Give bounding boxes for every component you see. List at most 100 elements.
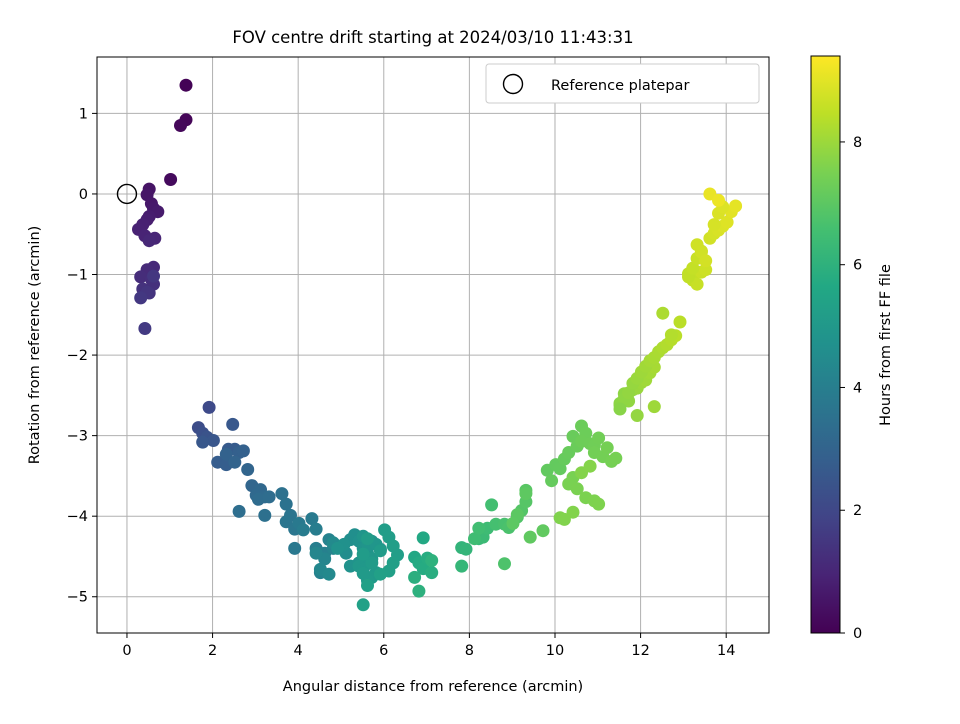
data-point <box>613 402 627 416</box>
data-point <box>279 497 293 511</box>
colorbar-ticks: 0 2 4 6 8 <box>840 135 862 642</box>
y-tick-label: −5 <box>67 590 88 606</box>
data-point <box>262 490 276 504</box>
data-point <box>699 254 713 268</box>
data-point <box>630 409 644 422</box>
data-point <box>425 566 439 580</box>
data-point <box>179 78 193 92</box>
data-point <box>279 515 293 529</box>
data-point <box>232 504 246 518</box>
data-point <box>206 434 220 447</box>
data-point <box>134 291 148 305</box>
colorbar-tick-label: 4 <box>853 380 862 396</box>
data-point <box>609 451 623 465</box>
y-tick-label: −4 <box>67 509 88 525</box>
data-point <box>425 554 439 567</box>
data-point <box>226 417 240 431</box>
data-point <box>519 487 533 501</box>
data-point <box>373 567 387 581</box>
data-point <box>583 459 597 473</box>
legend-marker <box>502 73 524 95</box>
data-point <box>656 306 670 320</box>
data-point <box>416 531 430 545</box>
colorbar-label: Hours from first FF file <box>878 264 894 426</box>
data-point <box>296 523 310 537</box>
plot-frame <box>96 56 770 634</box>
data-point <box>553 462 567 476</box>
data-point <box>228 455 242 469</box>
data-point <box>174 119 187 132</box>
data-point <box>361 579 374 592</box>
scatter-points <box>132 78 743 612</box>
data-point <box>138 322 152 335</box>
grid <box>97 57 769 633</box>
x-tick-label: 4 <box>294 643 303 659</box>
legend-label: Reference platepar <box>551 78 689 94</box>
data-point <box>523 530 537 544</box>
y-tick-label: 0 <box>79 187 88 203</box>
data-point <box>305 512 319 526</box>
data-point <box>699 263 713 277</box>
data-point <box>356 566 370 580</box>
data-point <box>498 557 511 571</box>
data-point <box>236 444 250 458</box>
data-point <box>408 570 422 584</box>
data-point <box>570 482 584 496</box>
legend: Reference platepar <box>485 63 760 104</box>
data-point <box>356 547 370 561</box>
colorbar-tick-label: 2 <box>853 503 862 519</box>
data-point <box>707 218 721 232</box>
data-point <box>506 516 520 530</box>
data-point <box>472 521 486 535</box>
x-tick-label: 2 <box>208 643 217 659</box>
data-point <box>361 532 374 546</box>
colorbar-gradient <box>810 55 841 634</box>
reference-marker <box>116 183 138 205</box>
x-tick-label: 14 <box>717 643 735 659</box>
data-point <box>275 487 289 501</box>
data-point <box>309 522 323 536</box>
data-point <box>134 270 148 284</box>
colorbar: 0 2 4 6 8 Hours from first FF file <box>810 55 894 642</box>
data-point <box>196 435 210 449</box>
data-point <box>288 541 302 555</box>
data-point <box>142 234 156 248</box>
colorbar-tick-label: 8 <box>853 135 862 151</box>
data-point <box>258 508 272 522</box>
data-point <box>592 497 606 511</box>
y-axis-label: Rotation from reference (arcmin) <box>27 226 43 465</box>
x-tick-label: 10 <box>546 643 564 659</box>
data-point <box>241 463 255 476</box>
x-tick-label: 6 <box>379 643 388 659</box>
data-point <box>536 524 550 538</box>
data-point <box>412 584 426 598</box>
data-point <box>202 400 216 414</box>
data-point <box>147 269 160 283</box>
data-point <box>309 546 323 560</box>
data-point <box>468 532 481 546</box>
y-tick-label: −1 <box>67 268 88 284</box>
data-point <box>164 173 178 186</box>
data-point <box>664 328 678 342</box>
x-axis-label: Angular distance from reference (arcmin) <box>283 679 583 695</box>
data-point <box>566 505 580 519</box>
data-point <box>686 261 700 275</box>
colorbar-tick-label: 0 <box>853 626 862 642</box>
data-point <box>485 498 499 512</box>
data-point <box>356 598 370 612</box>
legend-box <box>485 63 760 104</box>
data-point <box>557 512 571 526</box>
data-point <box>322 567 336 581</box>
data-point <box>459 542 473 556</box>
data-point <box>600 441 614 455</box>
data-point <box>365 556 379 570</box>
data-point <box>647 400 661 414</box>
data-point <box>592 431 606 445</box>
x-tick-label: 8 <box>465 643 474 659</box>
chart-title: FOV centre drift starting at 2024/03/10 … <box>232 28 633 47</box>
data-point <box>729 199 743 213</box>
data-point <box>545 474 559 488</box>
